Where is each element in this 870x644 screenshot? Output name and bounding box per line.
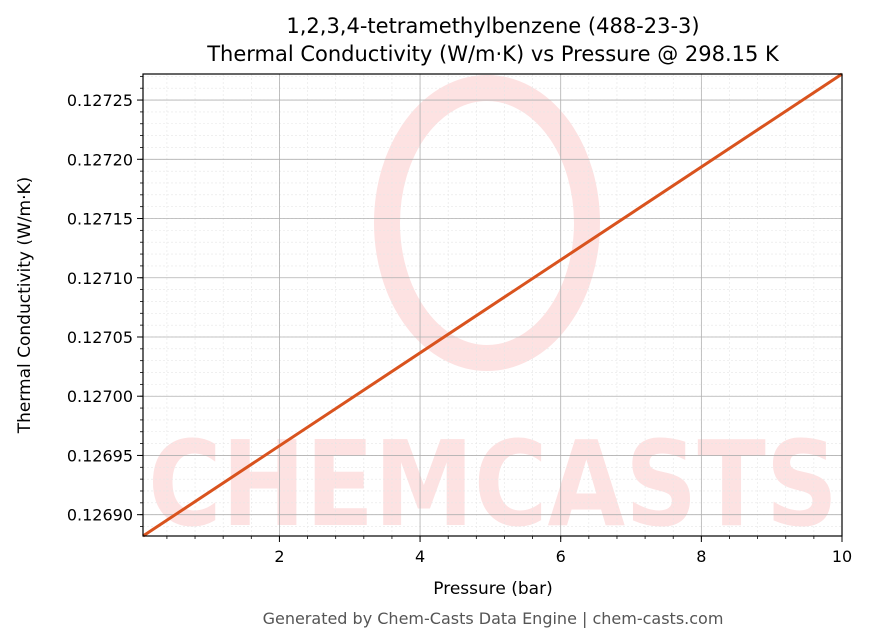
y-axis-ticks: 0.12690 0.12695 0.12700 0.12705 0.12710 0.127… xyxy=(67,75,143,527)
chart-subtitle: Thermal Conductivity (W/m·K) vs Pressure… xyxy=(206,42,780,66)
x-tick-label: 6 xyxy=(556,547,566,566)
y-tick-label: 0.12700 xyxy=(67,387,133,406)
y-axis-label: Thermal Conductivity (W/m·K) xyxy=(15,177,35,435)
chart-title: 1,2,3,4-tetramethylbenzene (488-23-3) xyxy=(286,14,699,38)
x-axis-label: Pressure (bar) xyxy=(433,579,552,599)
series-line xyxy=(142,72,843,538)
x-axis-ticks: 2 4 6 8 10 xyxy=(166,536,852,566)
x-tick-label: 2 xyxy=(274,547,284,566)
y-tick-label: 0.12720 xyxy=(67,150,133,169)
series-layer xyxy=(142,72,843,538)
footer-credit: Generated by Chem-Casts Data Engine | ch… xyxy=(263,609,724,628)
y-tick-label: 0.12715 xyxy=(67,210,133,229)
plot-frame xyxy=(142,73,843,537)
y-tick-label: 0.12695 xyxy=(67,446,133,465)
y-tick-label: 0.12710 xyxy=(67,269,133,288)
y-tick-label: 0.12690 xyxy=(67,506,133,525)
x-tick-label: 8 xyxy=(696,547,706,566)
major-grid xyxy=(143,74,842,536)
watermark-swirl xyxy=(374,75,600,371)
y-tick-label: 0.12705 xyxy=(67,328,133,347)
x-tick-label: 4 xyxy=(415,547,425,566)
y-tick-label: 0.12725 xyxy=(67,91,133,110)
x-tick-label: 10 xyxy=(832,547,852,566)
watermark-text: CHEMCASTS xyxy=(148,415,838,553)
